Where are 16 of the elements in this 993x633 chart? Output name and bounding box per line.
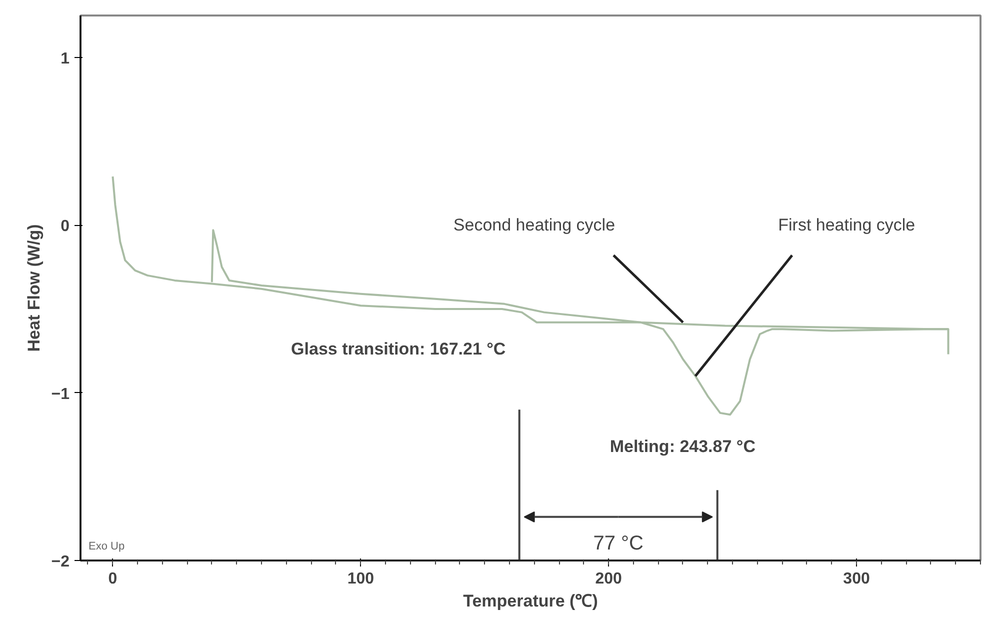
x-tick-label: 200 [595, 570, 622, 588]
annotation: Glass transition: 167.21 °C [291, 340, 506, 359]
x-axis-title: Temperature (℃) [463, 592, 598, 610]
annotation: Second heating cycle [453, 216, 616, 235]
y-axis-title: Heat Flow (W/g) [24, 224, 44, 352]
y-tick-label: 1 [60, 50, 70, 68]
y-tick-label: −1 [51, 386, 70, 403]
y-tick-label: −2 [51, 554, 70, 570]
x-tick-label: 300 [843, 570, 870, 588]
y-tick-label: 0 [60, 218, 70, 236]
x-tick-label: 0 [108, 570, 118, 588]
annotation: 77 °C [593, 532, 644, 555]
annotation: Exo Up [88, 540, 125, 552]
annotation: Melting: 243.87 °C [610, 436, 756, 456]
annotation: First heating cycle [778, 216, 916, 235]
x-tick-label: 100 [347, 570, 374, 588]
